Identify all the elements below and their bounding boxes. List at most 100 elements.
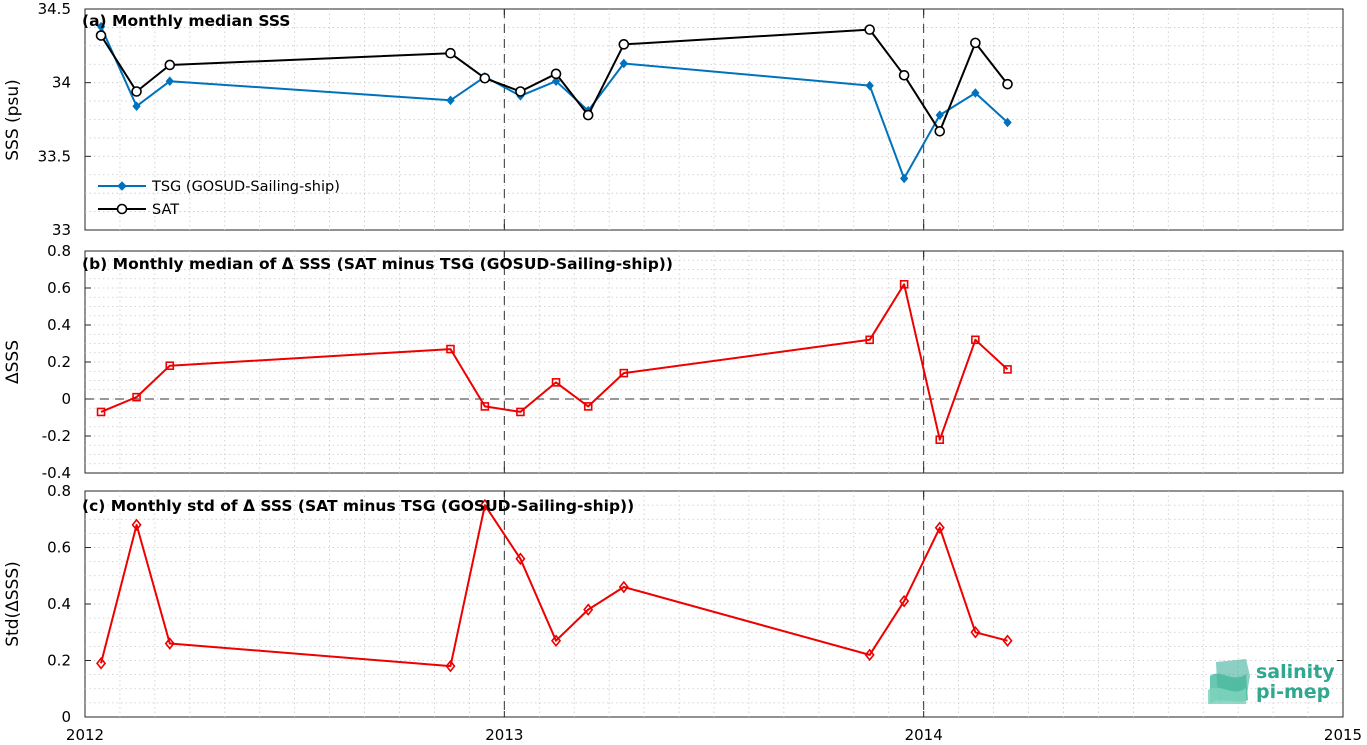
panel-b-y-axis-label: ΔSSS	[3, 340, 23, 384]
panel-b: -0.4 -0.2 0 0.2 0.4 0.6 0.8 ΔSSS (b) Monthly m…	[3, 242, 1344, 482]
panel-a-series-1-point	[618, 39, 630, 50]
x-tick-label: 2015	[1324, 726, 1362, 744]
panel-a-series-1-point	[95, 30, 107, 41]
panel-b-series	[96, 279, 1012, 445]
panel-a-series-1-line	[100, 28, 1009, 133]
panel-b-y-tick-label: 0.8	[47, 242, 71, 260]
panel-b-y-tick-label: -0.4	[42, 464, 71, 482]
panel-c-y-tick-label: 0	[61, 708, 71, 726]
panel-a-series-0-point	[446, 95, 455, 106]
panel-c-series-0-point	[1002, 634, 1013, 648]
panel-a-axes-box	[84, 8, 1344, 231]
panel-c: 0 0.2 0.4 0.6 0.8 Std(ΔSSS) (c) Monthly std …	[3, 482, 1344, 726]
panel-c-y-tick-label: 0.6	[47, 539, 71, 557]
panel-a-series-1-point	[550, 68, 562, 80]
panel-c-y-tick-label: 0.4	[47, 595, 71, 613]
panel-c-y-ticks: 0 0.2 0.4 0.6 0.8	[47, 482, 1344, 726]
panel-b-series-0-point	[516, 407, 525, 417]
panel-c-series-0-point	[899, 594, 910, 608]
panel-b-series-0-point	[132, 392, 141, 402]
panel-c-series-0-point	[583, 603, 594, 616]
panel-a-y-axis-label: SSS (psu)	[3, 79, 23, 160]
panel-a-series-1-point	[131, 86, 142, 97]
panel-c-series-0-point	[479, 498, 490, 512]
panel-a: 33 33.5 34 34.5 SSS (psu) (a) Monthly media…	[3, 0, 1344, 239]
panel-c-title: (c) Monthly std of Δ SSS (SAT minus TSG …	[82, 497, 634, 515]
panel-a-series-0-point	[1003, 117, 1012, 128]
panel-a-series-0-point	[619, 58, 628, 69]
panel-a-y-tick-label: 33.5	[38, 147, 71, 165]
panel-b-series-0-line	[100, 283, 1009, 441]
panel-a-series-1-point	[445, 47, 456, 59]
panel-c-series-0-point	[970, 625, 981, 639]
panel-c-series-0-point	[551, 634, 562, 648]
panel-b-series-0-point	[583, 402, 593, 411]
panel-a-series-0-point	[165, 76, 174, 86]
panel-b-y-tick-label: 0.6	[47, 279, 71, 297]
salinity-pi-mep-logo: salinity pi-mep	[1208, 659, 1335, 704]
panel-c-series-0-point	[96, 657, 107, 670]
logo-text-salinity: salinity	[1256, 661, 1335, 683]
panel-a-series-0-point	[971, 88, 980, 98]
panel-a-series-1-point	[898, 70, 910, 81]
panel-a-y-ticks: 33 33.5 34 34.5	[38, 0, 1344, 239]
panel-a-y-tick-label: 34.5	[38, 0, 71, 18]
panel-b-series-0-point	[480, 402, 490, 411]
panel-a-series-0-point	[935, 110, 944, 120]
panel-a-series-0-point	[551, 76, 561, 86]
panel-c-series-0-point	[131, 518, 142, 532]
panel-a-title: (a) Monthly median SSS	[82, 12, 290, 30]
panel-a-y-tick-label: 33	[52, 221, 71, 239]
panel-b-series-0-point	[551, 378, 561, 387]
panel-a-y-tick-label: 34	[52, 74, 71, 92]
panel-a-series-1-point	[582, 109, 594, 121]
panel-b-y-tick-label: 0.4	[47, 316, 71, 334]
legend-tsg-marker	[117, 181, 127, 191]
panel-a-series-0-point	[865, 80, 874, 91]
panel-a-series-0-point	[899, 173, 909, 184]
panel-b-y-tick-label: 0	[61, 390, 71, 408]
panel-a-series	[95, 21, 1013, 184]
panel-a-series-1-point	[164, 59, 176, 71]
panel-b-grid	[85, 251, 1343, 473]
panel-b-series-0-point	[1003, 365, 1012, 374]
legend-sat-marker	[116, 203, 128, 215]
panel-b-series-0-point	[935, 435, 945, 445]
legend: TSG (GOSUD-Sailing-ship) SAT	[98, 179, 340, 218]
panel-b-series-0-point	[619, 368, 629, 378]
panel-b-y-tick-label: 0.2	[47, 353, 71, 371]
panel-a-series-1-point	[864, 24, 875, 35]
panel-a-series-1-point	[934, 125, 946, 137]
panel-a-grid	[85, 9, 1343, 230]
panel-b-series-0-point	[899, 279, 909, 289]
panel-c-series	[96, 498, 1013, 673]
panel-b-series-0-point	[165, 361, 175, 371]
x-tick-label: 2013	[485, 726, 523, 744]
panel-c-series-0-point	[445, 659, 456, 673]
panel-c-series-0-point	[934, 521, 945, 535]
panel-a-series-0-point	[132, 101, 141, 111]
panel-b-series-0-point	[446, 344, 455, 354]
panel-b-series-0-point	[971, 335, 980, 345]
panel-a-series-1-point	[515, 86, 526, 97]
panel-b-y-ticks: -0.4 -0.2 0 0.2 0.4 0.6 0.8	[42, 242, 1344, 482]
panel-b-axes-box	[84, 250, 1344, 474]
panel-b-title: (b) Monthly median of Δ SSS (SAT minus T…	[82, 255, 673, 273]
panel-c-reference-lines	[503, 491, 925, 717]
panel-c-series-0-point	[164, 637, 175, 650]
panel-c-series-0-point	[864, 648, 875, 662]
panel-a-series-1-point	[1002, 78, 1013, 90]
x-tick-label: 2012	[66, 726, 104, 744]
panel-a-reference-lines	[503, 9, 925, 230]
panel-c-series-0-line	[100, 504, 1008, 668]
panel-c-series-0-point	[515, 552, 526, 566]
panel-a-series-1-point	[479, 72, 491, 84]
logo-text-pi-mep: pi-mep	[1256, 681, 1330, 703]
panel-c-y-tick-label: 0.8	[47, 482, 71, 500]
panel-b-series-0-point	[96, 407, 106, 417]
x-tick-label: 2014	[905, 726, 943, 744]
panel-c-y-tick-label: 0.2	[47, 652, 71, 670]
panel-b-y-tick-label: -0.2	[42, 427, 71, 445]
panel-c-y-axis-label: Std(ΔSSS)	[3, 561, 23, 647]
